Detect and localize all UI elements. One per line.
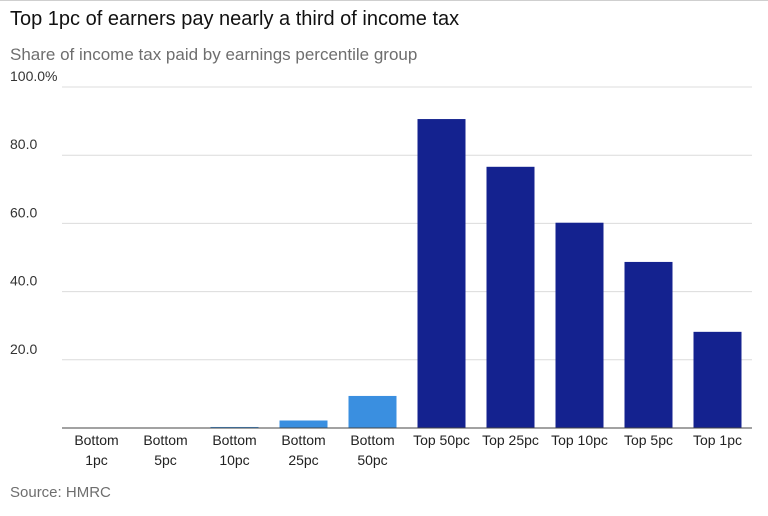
chart-title: Top 1pc of earners pay nearly a third of… (10, 8, 460, 30)
x-tick-label: Top 5pc (624, 432, 673, 448)
bar (417, 119, 466, 428)
bar (693, 331, 742, 428)
x-tick-label: Bottom (350, 432, 394, 448)
y-tick-label: 40.0 (10, 273, 37, 289)
x-tick-label: 5pc (154, 452, 177, 468)
bar (210, 426, 259, 428)
y-tick-label: 80.0 (10, 136, 37, 152)
x-tick-label: Bottom (212, 432, 256, 448)
y-tick-label: 60.0 (10, 204, 37, 220)
x-tick-label: Bottom (143, 432, 187, 448)
bar-chart: 20.0 40.0 60.0 80.0 100.0% Bottom 1pc Bottom 5p… (10, 68, 752, 468)
x-tick-label: Bottom (74, 432, 118, 448)
bar (486, 166, 535, 428)
chart-subtitle: Share of income tax paid by earnings per… (10, 45, 418, 64)
y-tick-label: 100.0% (10, 68, 57, 84)
y-tick-label: 20.0 (10, 341, 37, 357)
bar (624, 261, 673, 428)
x-tick-label: 10pc (219, 452, 249, 468)
x-tick-label: Top 50pc (413, 432, 470, 448)
source-note: Source: HMRC (10, 484, 111, 501)
x-tick-label: 50pc (357, 452, 387, 468)
category-labels: Bottom 1pc Bottom 5pc Bottom 10pc Bottom 25pc Bo… (74, 432, 742, 468)
x-tick-label: 25pc (288, 452, 318, 468)
x-tick-label: Bottom (281, 432, 325, 448)
bar (555, 222, 604, 428)
top-rule (0, 0, 768, 1)
bar (348, 395, 397, 428)
bars (141, 119, 742, 428)
x-tick-label: Top 1pc (693, 432, 742, 448)
x-tick-label: Top 10pc (551, 432, 608, 448)
bar (279, 420, 328, 428)
x-tick-label: 1pc (85, 452, 108, 468)
x-tick-label: Top 25pc (482, 432, 539, 448)
